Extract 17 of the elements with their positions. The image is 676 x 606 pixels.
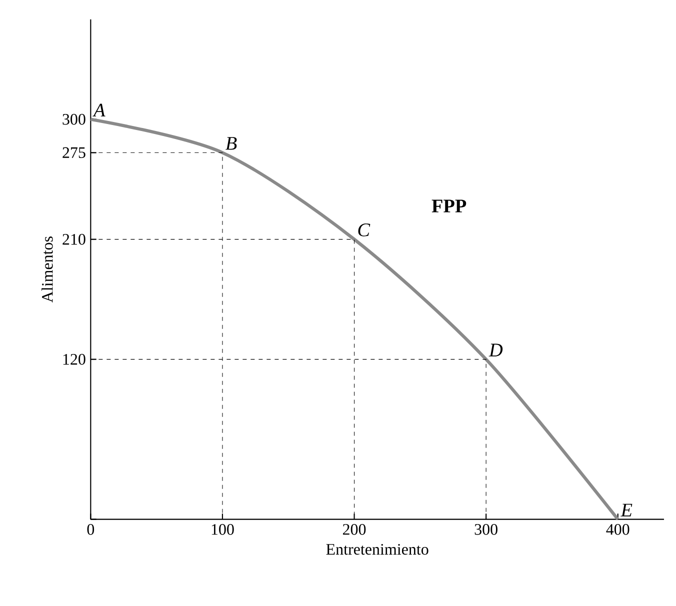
x-tick-label: 400 bbox=[606, 524, 630, 535]
x-axis-title: Entretenimiento bbox=[326, 544, 428, 555]
y-tick-label: 275 bbox=[62, 147, 86, 158]
annotation: C bbox=[358, 224, 370, 236]
annotation: D bbox=[488, 344, 503, 356]
x-tick-label: 300 bbox=[474, 524, 498, 535]
y-tick-label: 210 bbox=[62, 234, 86, 245]
y-axis-title: Alimentos bbox=[42, 236, 53, 303]
x-tick-label: 100 bbox=[212, 524, 234, 535]
text: FPP bbox=[432, 200, 466, 212]
y-tick-label: 120 bbox=[63, 354, 86, 365]
x-tick-label: 200 bbox=[342, 524, 366, 535]
y-tick-label: 300 bbox=[62, 114, 86, 125]
x-tick-label: 0 bbox=[87, 524, 94, 535]
annotation: A bbox=[92, 104, 106, 116]
annotation: E bbox=[620, 504, 632, 516]
annotation: B bbox=[226, 137, 237, 150]
